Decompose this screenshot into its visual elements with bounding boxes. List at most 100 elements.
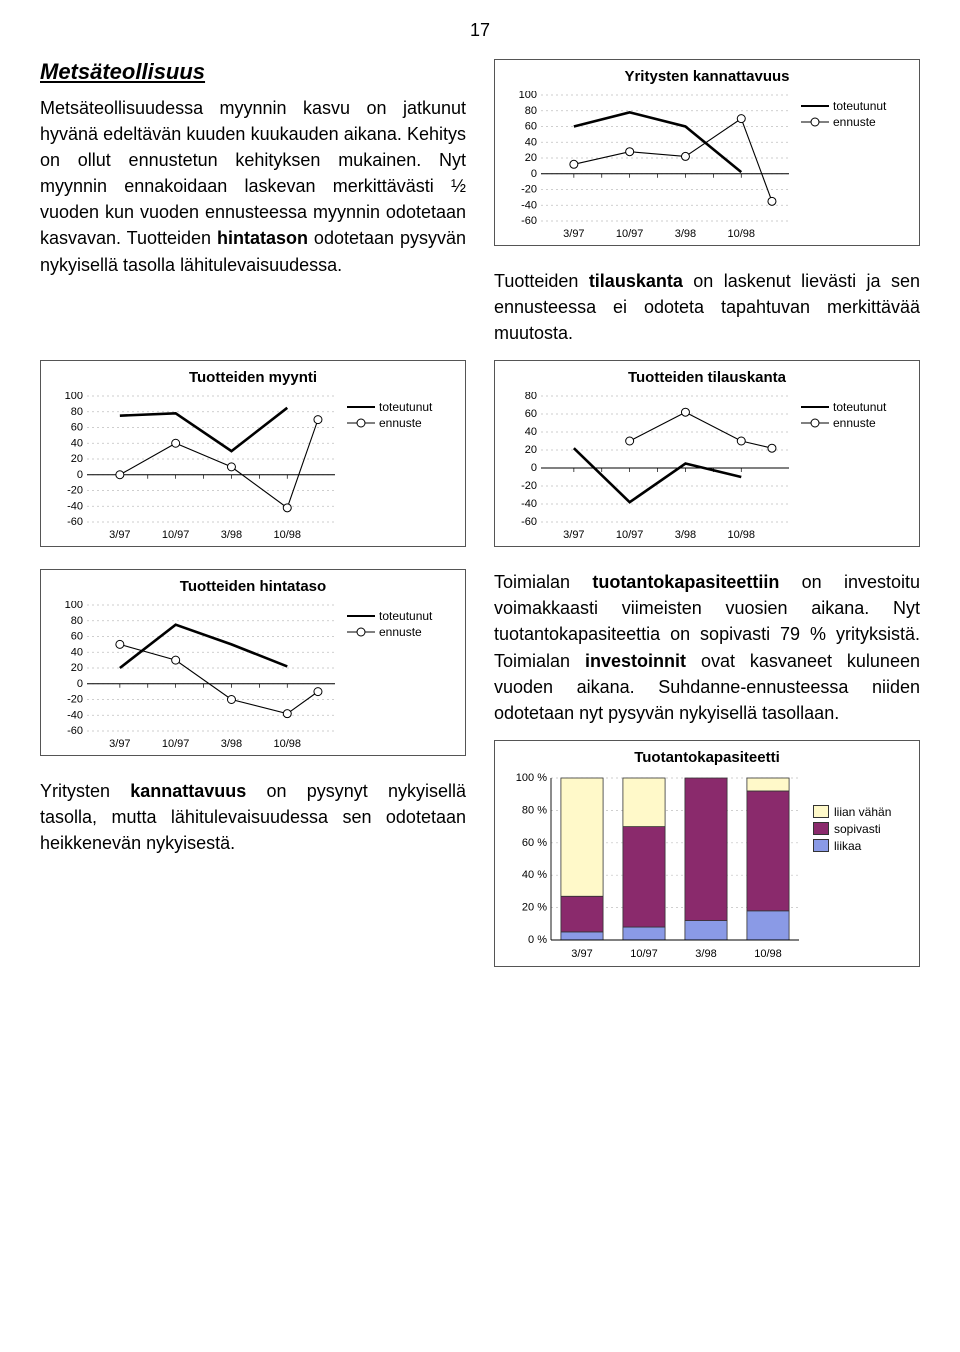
- svg-text:-60: -60: [67, 516, 83, 528]
- svg-text:3/97: 3/97: [571, 948, 592, 960]
- svg-text:100: 100: [519, 91, 537, 101]
- svg-text:3/97: 3/97: [563, 228, 584, 240]
- para3-bold: kannattavuus: [130, 781, 246, 801]
- svg-text:80: 80: [71, 615, 83, 627]
- svg-text:20: 20: [71, 662, 83, 674]
- svg-text:-60: -60: [67, 725, 83, 737]
- legend: toteutunut ennuste: [347, 398, 432, 432]
- chart-tilauskanta-title: Tuotteiden tilauskanta: [505, 369, 909, 386]
- svg-text:10/98: 10/98: [754, 948, 782, 960]
- legend-sopivasti: sopivasti: [813, 822, 891, 836]
- para1-text: Metsäteollisuudessa myynnin kasvu on jat…: [40, 98, 466, 248]
- svg-text:-40: -40: [521, 498, 537, 510]
- svg-text:100: 100: [65, 392, 83, 402]
- bar-chart-svg: 100 %80 %60 %40 %20 %0 %3/9710/973/9810/…: [505, 772, 805, 962]
- right-col-bottom: Toimialan tuotantokapasiteettiin on inve…: [494, 569, 920, 989]
- svg-text:10/98: 10/98: [727, 529, 755, 541]
- svg-text:20 %: 20 %: [522, 901, 547, 913]
- legend: toteutunut ennuste: [347, 607, 432, 641]
- svg-text:20: 20: [525, 152, 537, 164]
- legend-toteutunut: toteutunut: [801, 99, 886, 113]
- svg-text:-60: -60: [521, 215, 537, 227]
- svg-text:80 %: 80 %: [522, 804, 547, 816]
- svg-text:10/97: 10/97: [616, 529, 644, 541]
- svg-text:40: 40: [525, 426, 537, 438]
- paragraph-2: Tuotteiden tilauskanta on laskenut lievä…: [494, 268, 920, 346]
- svg-text:40: 40: [525, 136, 537, 148]
- chart-myynti-svg: 100806040200-20-40-603/9710/973/9810/98: [51, 392, 341, 542]
- chart-tuotantokapasiteetti: Tuotantokapasiteetti 100 % 80 % 60 % 40 % 20…: [494, 740, 920, 967]
- chart-hintataso: Tuotteiden hintataso 100806040200-20-40-…: [40, 569, 466, 756]
- svg-text:10/98: 10/98: [727, 228, 755, 240]
- svg-text:-40: -40: [67, 501, 83, 513]
- svg-text:-20: -20: [67, 485, 83, 497]
- chart-myynti-title: Tuotteiden myynti: [51, 369, 455, 386]
- chart-hintataso-svg: 100806040200-20-40-603/9710/973/9810/98: [51, 601, 341, 751]
- para2-a: Tuotteiden: [494, 271, 589, 291]
- svg-text:40: 40: [71, 647, 83, 659]
- chart-myynti: Tuotteiden myynti 100806040200-20-40-603…: [40, 360, 466, 547]
- left-col-bottom: Tuotteiden hintataso 100806040200-20-40-…: [40, 569, 466, 989]
- bar-legend: liian vähän sopivasti liikaa: [813, 802, 891, 856]
- right-col-top: Yritysten kannattavuus 100806040200-20-4…: [494, 59, 920, 360]
- svg-text:3/97: 3/97: [109, 738, 130, 750]
- svg-text:80: 80: [525, 105, 537, 117]
- svg-text:-40: -40: [67, 710, 83, 722]
- legend-liian-vahan: liian vähän: [813, 805, 891, 819]
- chart-hintataso-title: Tuotteiden hintataso: [51, 578, 455, 595]
- page: 17 Metsäteollisuus Metsäteollisuudessa m…: [0, 0, 960, 1029]
- chart-myynti-col: Tuotteiden myynti 100806040200-20-40-603…: [40, 360, 466, 569]
- svg-text:80: 80: [71, 406, 83, 418]
- legend: toteutunut ennuste: [801, 97, 886, 131]
- chart-kannattavuus-title: Yritysten kannattavuus: [505, 68, 909, 85]
- para2-bold: tilauskanta: [589, 271, 683, 291]
- bottom-row: Tuotteiden hintataso 100806040200-20-40-…: [40, 569, 920, 989]
- page-number: 17: [40, 20, 920, 41]
- svg-text:10/98: 10/98: [273, 738, 301, 750]
- legend-ennuste: ennuste: [801, 115, 886, 129]
- svg-text:40 %: 40 %: [522, 869, 547, 881]
- svg-text:0: 0: [77, 469, 83, 481]
- svg-text:-60: -60: [521, 516, 537, 528]
- legend: toteutunut ennuste: [801, 398, 886, 432]
- svg-text:0: 0: [531, 462, 537, 474]
- left-col-top: Metsäteollisuus Metsäteollisuudessa myyn…: [40, 59, 466, 360]
- para4-bold1: tuotantokapasiteettiin: [592, 572, 779, 592]
- svg-text:100 %: 100 %: [516, 772, 547, 784]
- chart-tilauskanta: Tuotteiden tilauskanta 806040200-20-40-6…: [494, 360, 920, 547]
- svg-text:100: 100: [65, 601, 83, 611]
- svg-text:3/97: 3/97: [109, 529, 130, 541]
- svg-text:3/98: 3/98: [675, 529, 696, 541]
- chart-tilauskanta-col: Tuotteiden tilauskanta 806040200-20-40-6…: [494, 360, 920, 569]
- chart-kannattavuus: Yritysten kannattavuus 100806040200-20-4…: [494, 59, 920, 246]
- svg-text:3/97: 3/97: [563, 529, 584, 541]
- para1-bold: hintatason: [217, 228, 308, 248]
- bar-chart-title: Tuotantokapasiteetti: [505, 749, 909, 766]
- paragraph-3: Yritysten kannattavuus on pysynyt nykyis…: [40, 778, 466, 856]
- top-row: Metsäteollisuus Metsäteollisuudessa myyn…: [40, 59, 920, 360]
- svg-text:10/97: 10/97: [162, 738, 190, 750]
- svg-text:-20: -20: [67, 694, 83, 706]
- svg-text:10/97: 10/97: [162, 529, 190, 541]
- svg-text:3/98: 3/98: [675, 228, 696, 240]
- svg-text:-20: -20: [521, 184, 537, 196]
- svg-text:60 %: 60 %: [522, 837, 547, 849]
- svg-text:20: 20: [71, 453, 83, 465]
- section-heading: Metsäteollisuus: [40, 59, 466, 85]
- svg-text:40: 40: [71, 438, 83, 450]
- para3-a: Yritysten: [40, 781, 130, 801]
- legend-liikaa: liikaa: [813, 839, 891, 853]
- paragraph-1: Metsäteollisuudessa myynnin kasvu on jat…: [40, 95, 466, 278]
- svg-text:80: 80: [525, 392, 537, 402]
- svg-text:60: 60: [71, 631, 83, 643]
- paragraph-4: Toimialan tuotantokapasiteettiin on inve…: [494, 569, 920, 726]
- svg-text:3/98: 3/98: [695, 948, 716, 960]
- svg-text:3/98: 3/98: [221, 738, 242, 750]
- para4-bold2: investoinnit: [585, 651, 686, 671]
- svg-text:-40: -40: [521, 199, 537, 211]
- svg-text:10/98: 10/98: [273, 529, 301, 541]
- mid-row: Tuotteiden myynti 100 80 60 40 20 0 -20 -40 -60 3…: [40, 360, 920, 569]
- chart-tilauskanta-svg: 806040200-20-40-603/9710/973/9810/98: [505, 392, 795, 542]
- svg-text:60: 60: [525, 408, 537, 420]
- svg-text:-20: -20: [521, 480, 537, 492]
